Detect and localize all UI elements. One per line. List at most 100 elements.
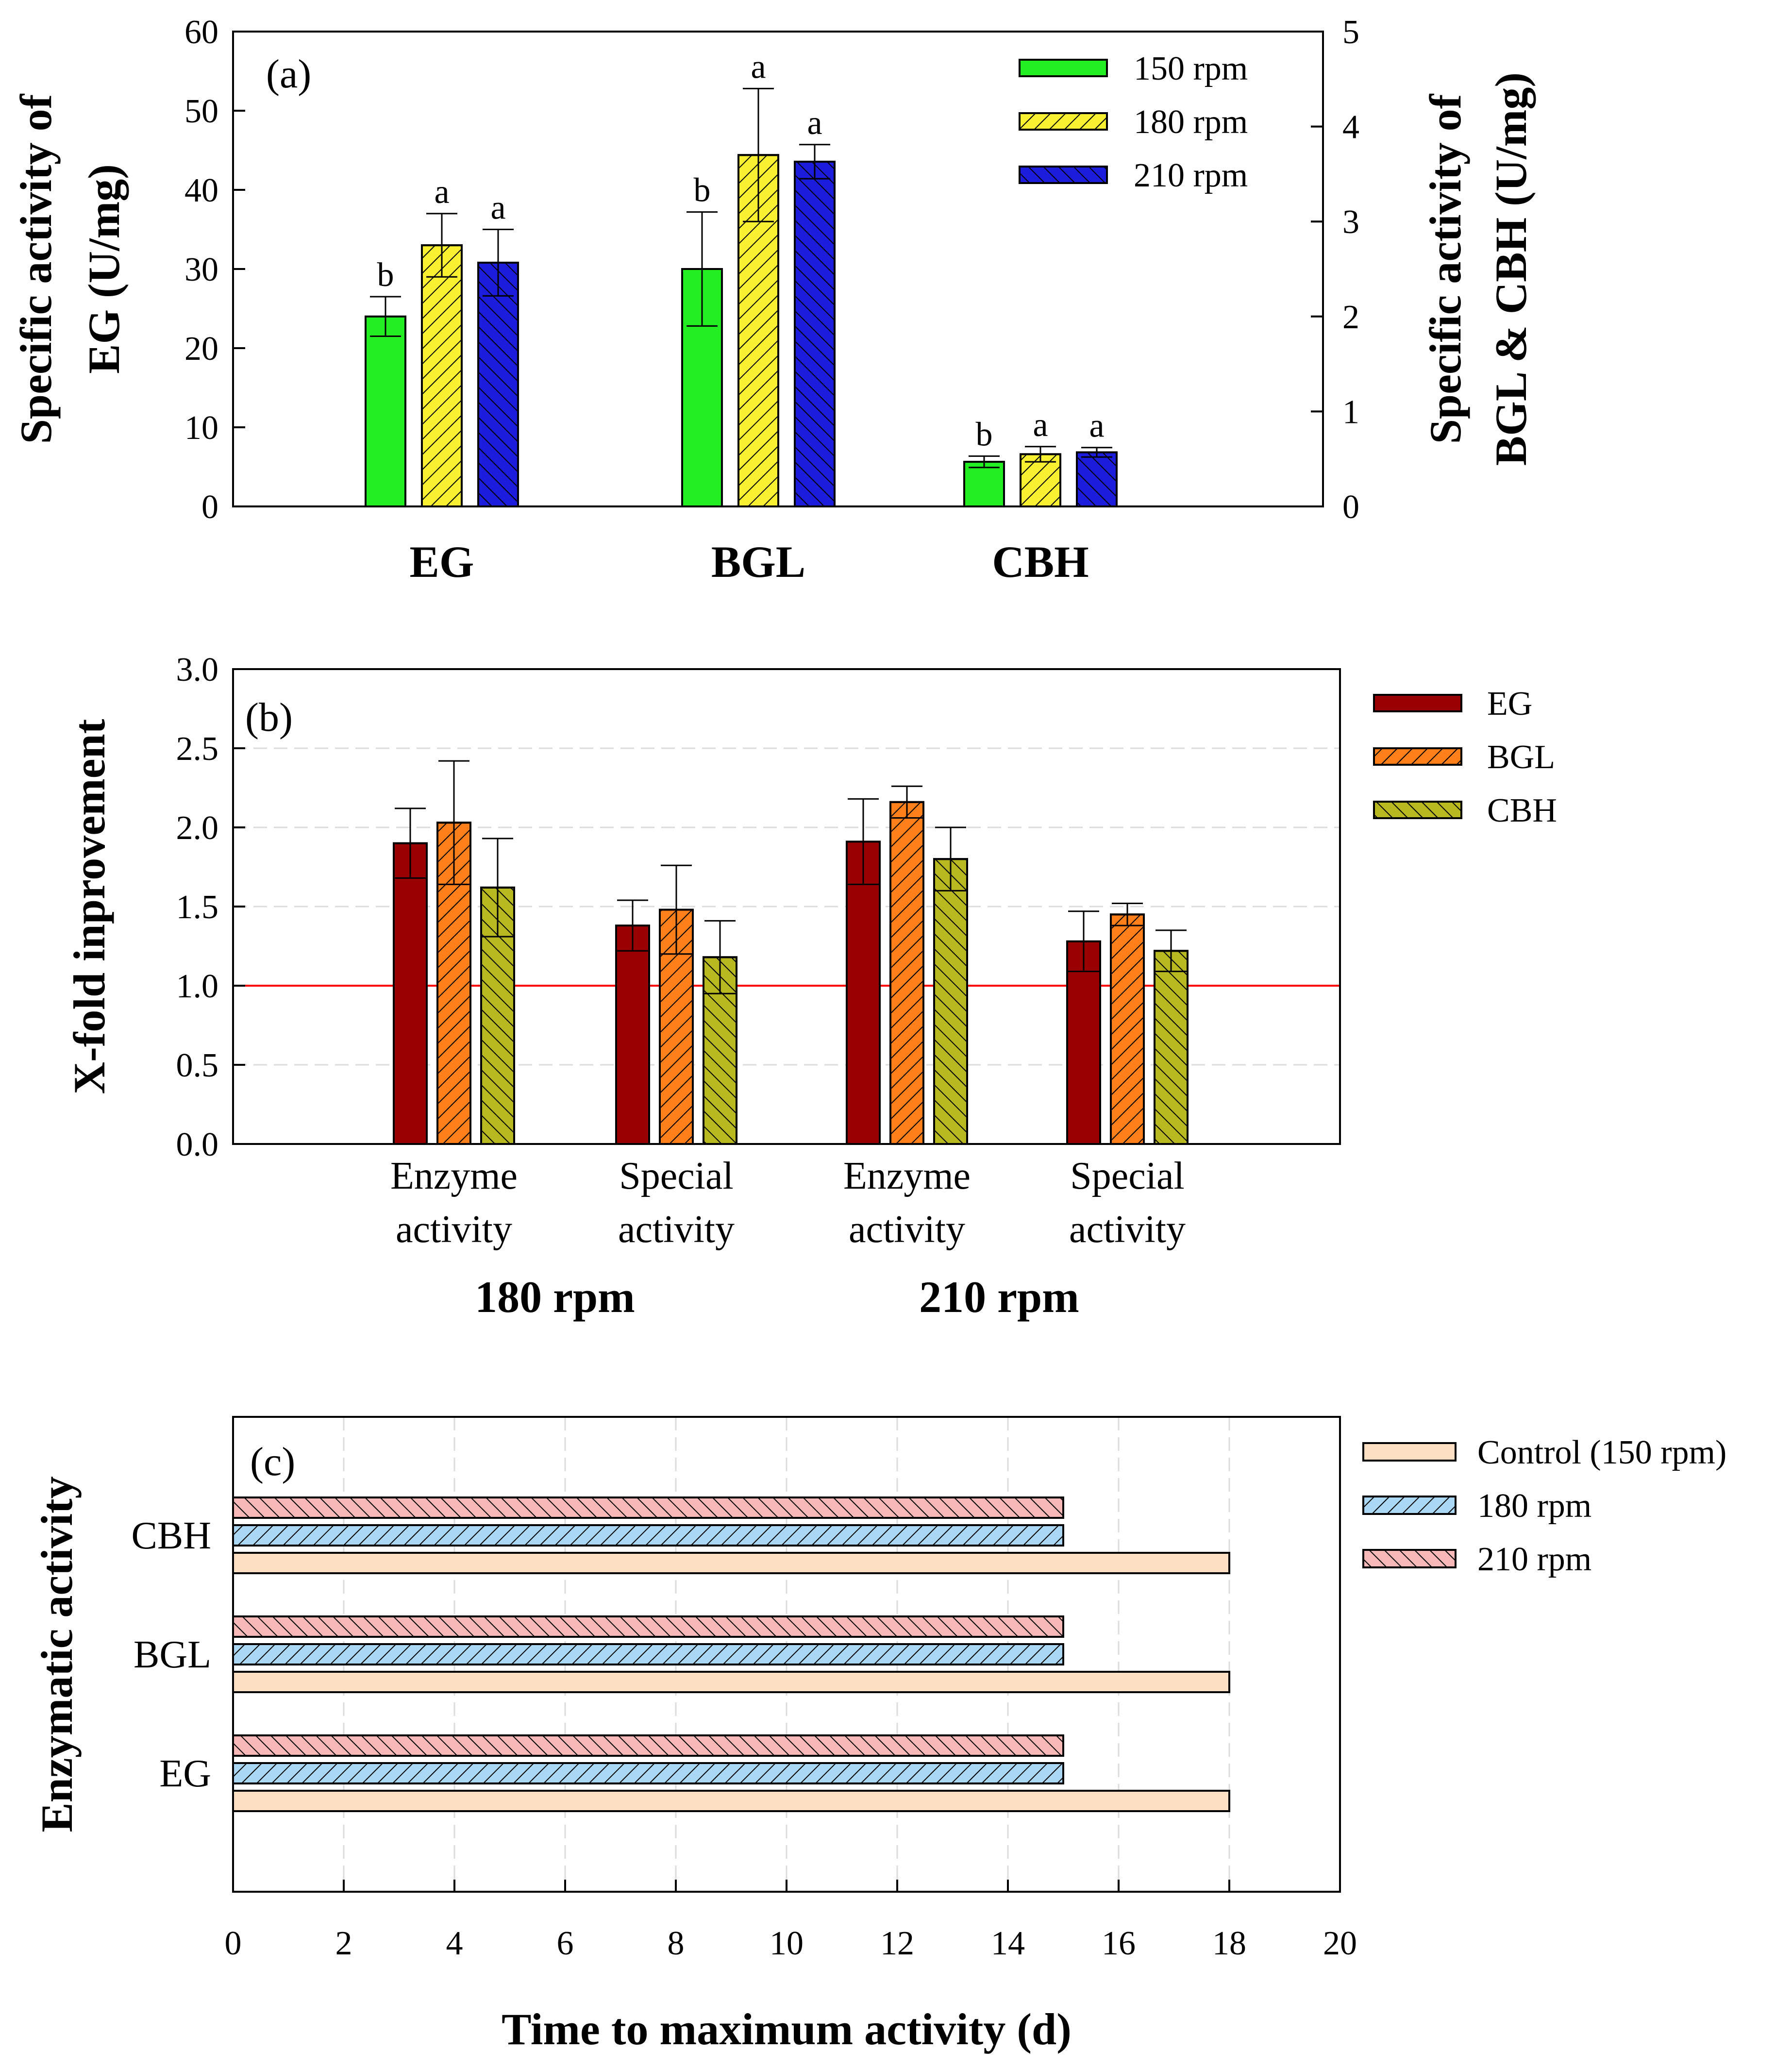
panel-c-tick-label: 2 [335, 1925, 352, 1962]
panel-a-right-tick-label: 2 [1342, 299, 1359, 336]
panel-a-left-ylabel-1: Specific activity of [11, 93, 61, 444]
panel-b-legend-swatch-2-hatch [1373, 801, 1462, 819]
panel-a-sig-letter-BGL-1: a [751, 48, 766, 85]
panel-a-left-tick-label: 0 [201, 488, 218, 526]
panel-c-bar-BGL-2-hatch [232, 1615, 1064, 1638]
panel-a-legend: 150 rpm 180 rpm 210 rpm [1019, 50, 1248, 194]
panel-b-bar-0-0 [393, 842, 428, 1145]
panel-c-legend: Control (150 rpm) 180 rpm 210 rpm [1362, 1434, 1726, 1578]
panel-b-tick-label: 2.0 [176, 809, 219, 847]
panel-b-legend-label-0: EG [1487, 685, 1532, 723]
panel-b-category-line1: Enzyme [390, 1155, 518, 1197]
panel-a-left-tick-label: 50 [184, 93, 218, 130]
panel-b-bar-3-2-hatch [1154, 950, 1189, 1145]
panel-a-sig-letter-BGL-2: a [807, 104, 822, 142]
panel-c-legend-label-2: 210 rpm [1477, 1541, 1591, 1578]
panel-b-bar-2-0 [846, 841, 881, 1145]
panel-c-category-label-BGL: BGL [134, 1633, 211, 1676]
panel-c-tick-label: 20 [1323, 1925, 1357, 1962]
panel-b-categories: Enzyme activity Special activity Enzyme activ… [390, 1155, 1186, 1322]
panel-a-bars: b a a b a a b a a [365, 48, 1118, 508]
panel-c-bar-BGL-1-hatch [232, 1643, 1064, 1665]
panel-c-tick-label: 6 [557, 1925, 574, 1962]
panel-a-right-ylabel-1: Specific activity of [1421, 93, 1470, 444]
panel-c-category-label-EG: EG [159, 1752, 211, 1795]
panel-a-legend-label-0: 150 rpm [1134, 50, 1248, 87]
panel-c-tick-label: 8 [668, 1925, 685, 1962]
panel-c-legend-swatch-0 [1362, 1442, 1457, 1462]
panel-b-legend: EG BGL CBH [1373, 685, 1557, 829]
panel-b-tick-label: 0.0 [176, 1126, 219, 1163]
panel-a-right-ylabel-2: BGL & CBH (U/mg) [1486, 72, 1536, 466]
panel-a-bar-EG-0 [365, 315, 406, 507]
panel-c-bar-EG-1-hatch [232, 1762, 1064, 1784]
panel-a-sig-letter-CBH-2: a [1089, 407, 1104, 445]
panel-a-categories: EG BGL CBH [410, 537, 1089, 587]
panel-a-category-label-CBH: CBH [992, 537, 1089, 587]
panel-a-legend-swatch-0 [1019, 59, 1108, 77]
panel-a-bar-EG-1-hatch [421, 244, 463, 508]
panel-b: (b) 0.0 0.5 1.0 1.5 2.0 2.5 3.0 Enzyme activity… [65, 651, 1557, 1322]
panel-b-legend-swatch-0 [1373, 694, 1462, 712]
panel-a: (a) 0 10 20 30 40 50 60 0 1 2 3 4 5 b a a b a a b a a EG BGL… [11, 14, 1536, 587]
panel-a-sig-letter-CBH-1: a [1033, 406, 1048, 444]
panel-c-legend-label-1: 180 rpm [1477, 1487, 1591, 1525]
panel-a-right-tick-label: 1 [1342, 393, 1359, 431]
panel-b-group-label: 180 rpm [475, 1272, 635, 1322]
panel-a-bar-CBH-2-hatch [1076, 451, 1118, 507]
panel-b-legend-swatch-1-hatch [1373, 747, 1462, 766]
panel-a-bar-BGL-2-hatch [794, 160, 836, 507]
panel-c-ticks: 0 2 4 6 8 10 12 14 16 18 20 [225, 1880, 1357, 1962]
panel-a-left-tick-label: 10 [184, 409, 218, 447]
panel-a-legend-label-1: 180 rpm [1134, 103, 1248, 141]
panel-b-bar-1-0 [615, 925, 650, 1145]
panel-c-tick-label: 4 [446, 1925, 463, 1962]
panel-b-group-label: 210 rpm [919, 1272, 1079, 1322]
panel-a-left-tick-label: 40 [184, 172, 218, 209]
panel-b-tick-label: 1.0 [176, 968, 219, 1005]
panel-c-tick-label: 0 [225, 1925, 242, 1962]
panel-c-xlabel: Time to maximum activity (d) [502, 2004, 1072, 2054]
panel-b-label: (b) [245, 695, 293, 740]
panel-a-sig-letter-BGL-0: b [694, 172, 711, 209]
panel-a-left-tick-label: 20 [184, 330, 218, 368]
panel-b-legend-label-2: CBH [1487, 792, 1557, 829]
panel-a-legend-label-2: 210 rpm [1134, 157, 1248, 194]
panel-a-legend-swatch-2-hatch [1019, 166, 1108, 184]
panel-a-legend-swatch-1-hatch [1019, 112, 1108, 131]
panel-c-tick-label: 10 [770, 1925, 804, 1962]
panel-b-ylabel: X-fold inprovement [65, 719, 114, 1094]
panel-c-category-label-CBH: CBH [132, 1514, 212, 1557]
panel-c-legend-swatch-2-hatch [1362, 1549, 1457, 1568]
panel-c-bar-EG-0 [232, 1790, 1230, 1812]
panel-a-left-tick-label: 60 [184, 14, 218, 51]
panel-a-label: (a) [266, 51, 311, 97]
panel-b-bar-2-1-hatch [889, 801, 924, 1145]
panel-c-bar-CBH-2-hatch [232, 1496, 1064, 1519]
panel-b-category-line2: activity [849, 1208, 965, 1251]
panel-a-sig-letter-EG-2: a [490, 189, 505, 227]
panel-a-right-tick-label: 3 [1342, 203, 1359, 241]
panel-c-label: (c) [250, 1439, 295, 1484]
panel-c-legend-label-0: Control (150 rpm) [1477, 1434, 1726, 1471]
panel-b-category-line1: Enzyme [843, 1155, 971, 1197]
panel-a-category-label-BGL: BGL [711, 537, 805, 587]
panel-c-tick-label: 12 [880, 1925, 914, 1962]
panel-b-category-line1: Special [1070, 1155, 1184, 1197]
panel-c-tick-label: 14 [991, 1925, 1025, 1962]
panel-a-right-tick-label: 0 [1342, 488, 1359, 526]
panel-b-tick-label: 2.5 [176, 730, 219, 768]
panel-b-legend-label-1: BGL [1487, 739, 1555, 776]
panel-a-bar-CBH-0 [963, 461, 1005, 507]
panel-a-bar-EG-2-hatch [477, 261, 519, 508]
panel-c-categories: EG BGL CBH [132, 1514, 212, 1795]
panel-b-ticks: 0.0 0.5 1.0 1.5 2.0 2.5 3.0 [176, 651, 245, 1163]
panel-b-bar-3-1-hatch [1110, 913, 1145, 1145]
panel-c-ylabel: Enzymatic activity [32, 1476, 82, 1832]
panel-c-legend-swatch-1-hatch [1362, 1496, 1457, 1515]
panel-c-tick-label: 18 [1212, 1925, 1246, 1962]
panel-a-sig-letter-CBH-0: b [976, 416, 993, 453]
panel-a-sig-letter-EG-1: a [434, 173, 449, 211]
panel-c-bar-CBH-1-hatch [232, 1524, 1064, 1547]
panel-a-right-tick-label: 4 [1342, 109, 1359, 146]
